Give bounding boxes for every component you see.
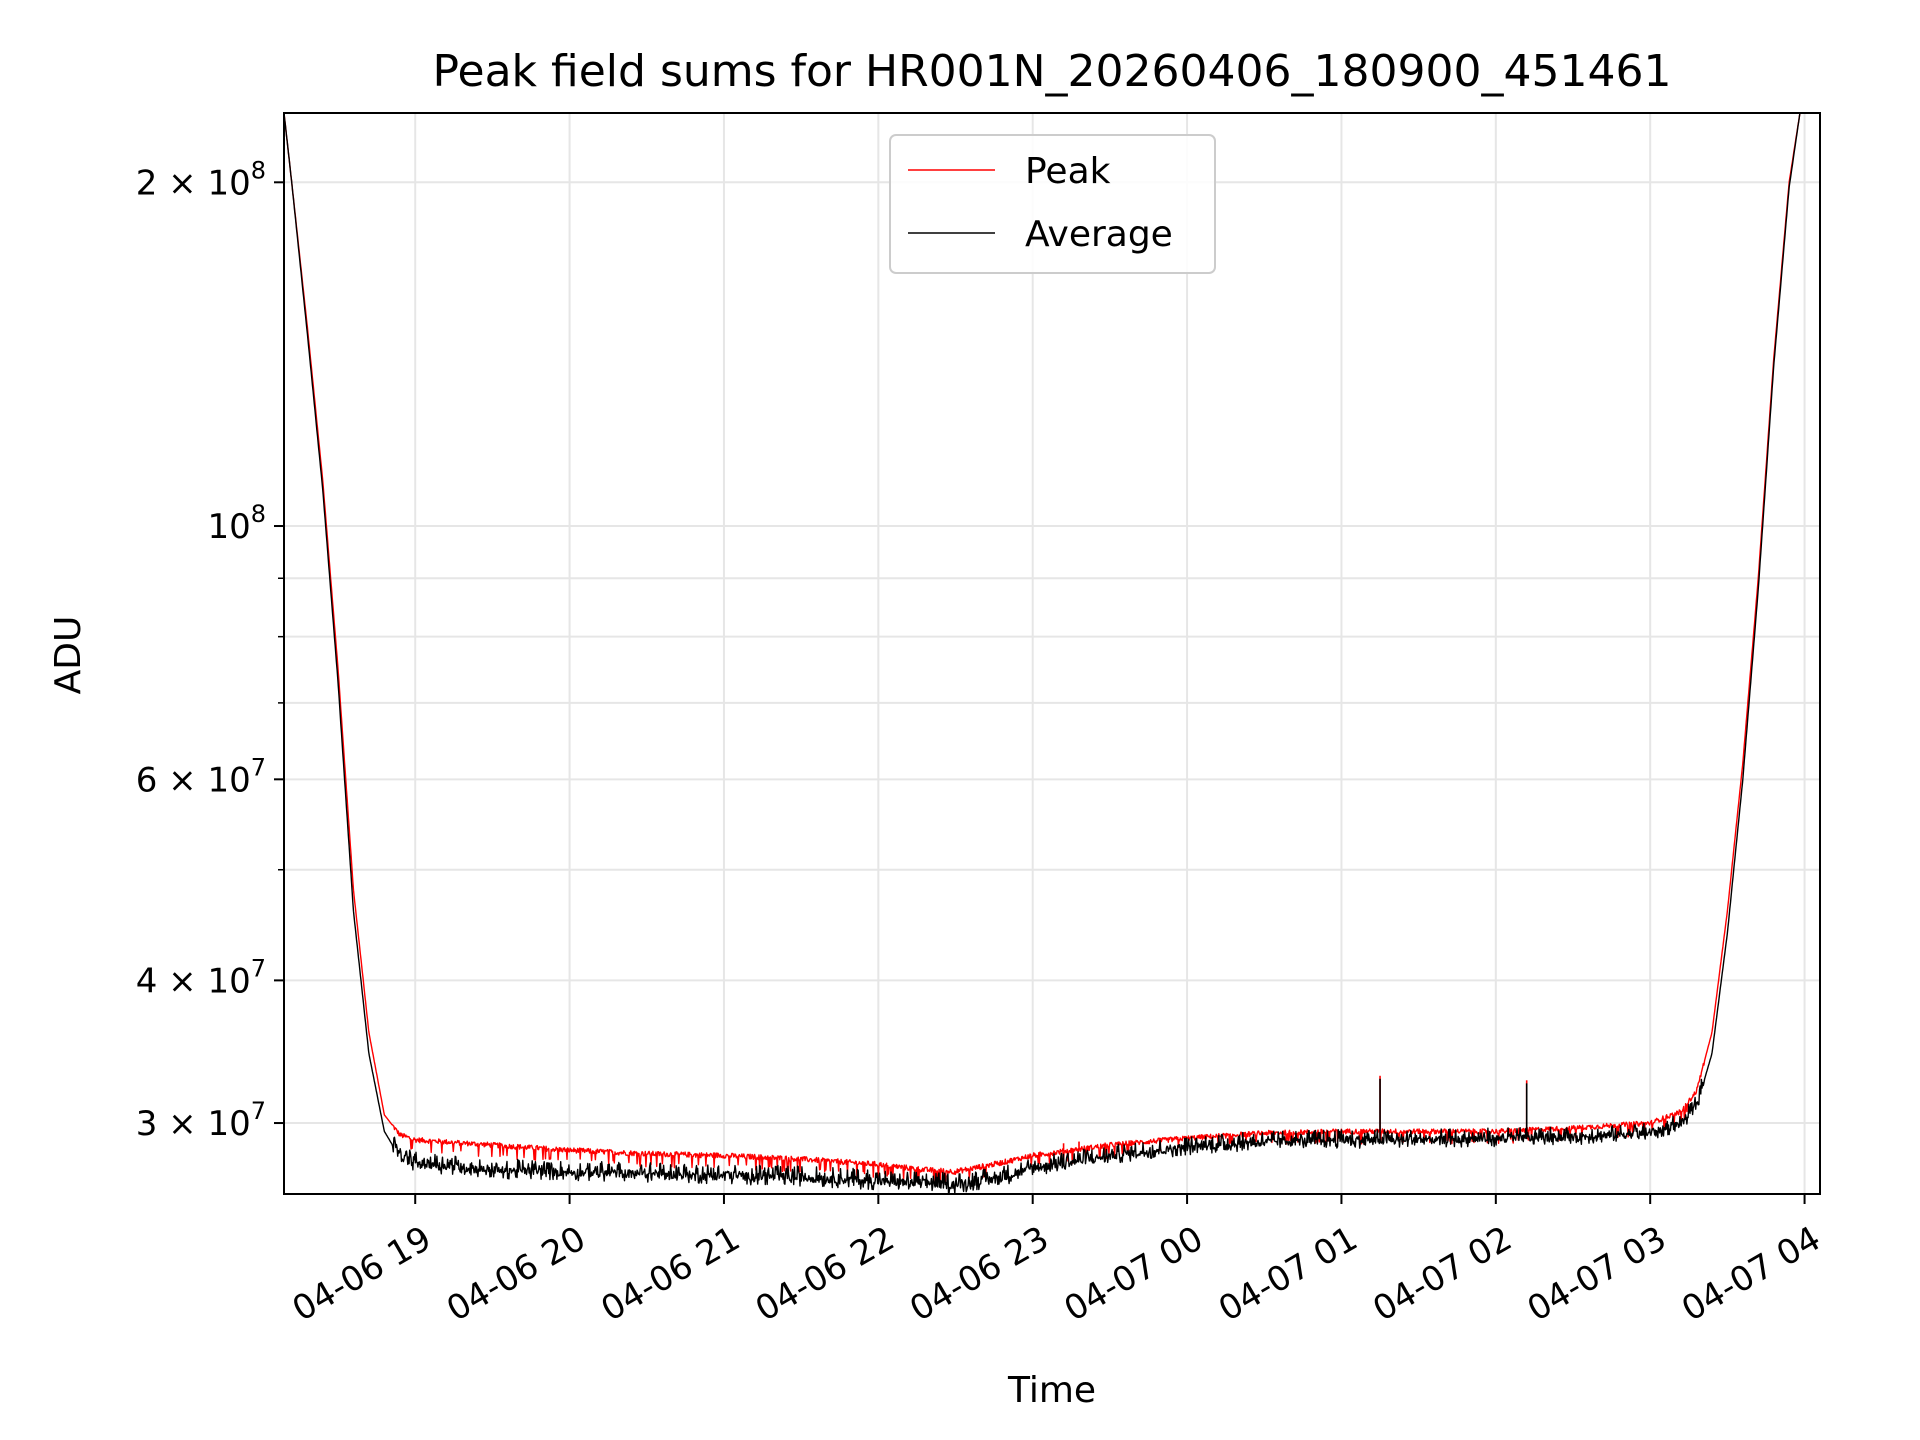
legend-label-peak: Peak [1025, 151, 1111, 192]
series-line-peak [284, 113, 1801, 1184]
x-axis-label: Time [1007, 1370, 1096, 1411]
y-axis-ticks: 3 × 107 4 × 107 6 × 107 108 2 × 108 [136, 156, 284, 1144]
y-tick-label: 3 × 107 [136, 1097, 266, 1144]
y-tick-label: 6 × 107 [136, 753, 266, 800]
y-axis-label: ADU [48, 616, 89, 695]
legend-label-average: Average [1025, 214, 1173, 255]
legend: Peak Average [889, 134, 1216, 274]
series-line-average [284, 113, 1801, 1194]
plot-frame [283, 112, 1821, 1195]
y-tick-label: 4 × 107 [136, 954, 266, 1001]
y-tick-label: 2 × 108 [136, 156, 266, 203]
y-tick-label: 108 [207, 500, 266, 547]
plot-area [284, 113, 1801, 1194]
chart-title: Peak field sums for HR001N_20260406_1809… [433, 46, 1672, 97]
